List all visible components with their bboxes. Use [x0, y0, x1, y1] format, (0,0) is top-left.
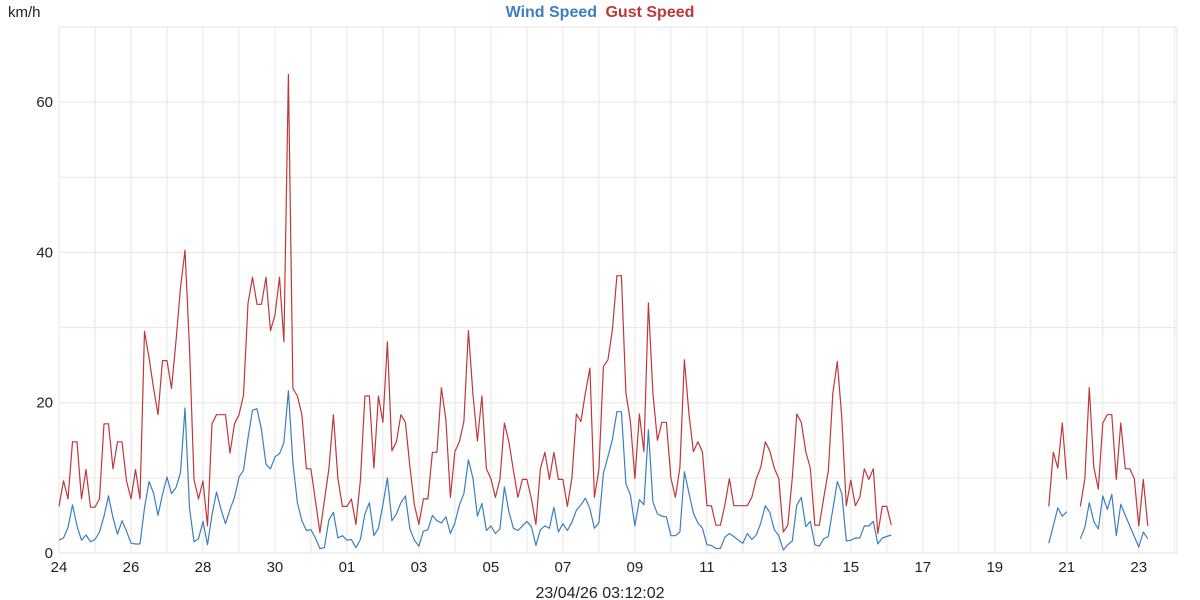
x-tick-label: 13 — [770, 559, 787, 576]
gust-speed-line — [1079, 387, 1149, 527]
x-tick-label: 23 — [1130, 559, 1147, 576]
y-axis-unit-label: km/h — [8, 4, 41, 21]
wind-speed-line — [1079, 493, 1149, 548]
x-tick-label: 03 — [411, 559, 428, 576]
x-tick-label: 26 — [123, 559, 140, 576]
x-tick-label: 05 — [483, 559, 500, 576]
x-tick-label: 24 — [51, 559, 68, 576]
series-lines — [58, 73, 1149, 551]
gust-speed-line — [1048, 422, 1068, 507]
gust-speed-line — [58, 73, 892, 535]
x-tick-label: 21 — [1058, 559, 1075, 576]
axes: 0 20 40 60 24 26 28 30 01 03 05 07 09 11 13 15 17 19 21 23 — [36, 94, 1147, 576]
wind-speed-line — [1048, 507, 1068, 544]
x-tick-label: 11 — [699, 559, 715, 576]
y-tick-label: 40 — [36, 244, 53, 261]
timestamp-label: 23/04/26 03:12:02 — [535, 585, 664, 600]
legend-wind-speed: Wind Speed — [506, 4, 597, 21]
y-tick-label: 20 — [36, 395, 53, 412]
x-tick-label: 28 — [195, 559, 212, 576]
y-tick-label: 0 — [45, 545, 53, 562]
x-tick-label: 01 — [339, 559, 356, 576]
x-tick-label: 15 — [842, 559, 859, 576]
grid — [58, 26, 1178, 554]
x-tick-label: 17 — [914, 559, 931, 576]
x-tick-label: 09 — [627, 559, 644, 576]
y-tick-label: 60 — [36, 94, 53, 111]
chart-title: Wind Speed Gust Speed — [506, 4, 695, 21]
x-tick-label: 30 — [267, 559, 284, 576]
legend-gust-speed: Gust Speed — [605, 4, 694, 21]
x-tick-label: 07 — [555, 559, 572, 576]
x-tick-label: 19 — [986, 559, 1003, 576]
wind-speed-line — [58, 390, 892, 551]
